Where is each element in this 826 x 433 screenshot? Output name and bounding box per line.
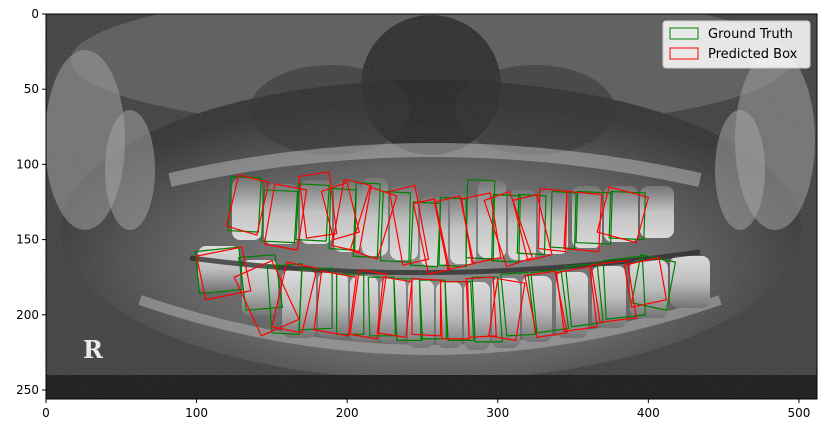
predicted-box-18 — [271, 261, 318, 334]
ground-truth-box-8 — [438, 196, 467, 268]
legend-label-predicted-box: Predicted Box — [708, 47, 798, 62]
predicted-box-23 — [439, 281, 470, 340]
ground-truth-box-6 — [379, 190, 412, 263]
predicted-box-27 — [555, 265, 598, 333]
y-tick-label: 0 — [31, 7, 39, 21]
predicted-box-21 — [376, 276, 413, 339]
predicted-box-11 — [483, 190, 534, 268]
legend-swatch-ground-truth — [669, 27, 699, 40]
y-tick-label: 150 — [16, 233, 39, 247]
side-marker-text: R — [83, 335, 104, 364]
predicted-box-10 — [460, 192, 502, 265]
predicted-box-25 — [488, 277, 526, 342]
ground-truth-box-29 — [631, 253, 677, 311]
x-tick-label: 300 — [486, 406, 509, 420]
detection-boxes — [194, 171, 677, 343]
predicted-box-6 — [349, 186, 398, 260]
x-tick-label: 0 — [42, 406, 50, 420]
predicted-box-22 — [411, 278, 442, 337]
legend-frame — [662, 20, 811, 69]
ground-truth-box-2 — [260, 189, 299, 244]
predicted-box-17 — [233, 259, 300, 337]
predicted-box-12 — [512, 193, 553, 262]
ground-truth-box-13 — [575, 190, 613, 245]
predicted-box-20 — [349, 268, 387, 340]
ground-truth-box-21 — [393, 278, 424, 341]
predicted-box-28 — [590, 259, 637, 323]
predicted-box-7 — [388, 184, 430, 266]
predicted-box-15 — [596, 186, 650, 244]
predicted-box-19 — [313, 270, 357, 337]
predicted-box-16 — [195, 246, 252, 301]
panoramic-xray-image: R — [46, 14, 817, 399]
predicted-box-1 — [225, 174, 270, 236]
ground-truth-box-3 — [295, 183, 330, 242]
ground-truth-box-18 — [298, 267, 333, 331]
x-tick-label: 500 — [787, 406, 810, 420]
x-tick-label: 200 — [336, 406, 359, 420]
legend: Ground Truth Predicted Box — [662, 20, 811, 69]
y-tick-label: 50 — [24, 82, 39, 96]
predicted-box-26 — [524, 270, 568, 339]
ground-truth-box-26 — [530, 269, 570, 334]
ground-truth-box-28 — [602, 255, 646, 320]
x-tick-label: 400 — [637, 406, 660, 420]
y-axis: 0 50 100 150 200 250 — [16, 7, 46, 397]
predicted-box-4 — [320, 181, 360, 241]
y-tick-label: 100 — [16, 157, 39, 171]
y-tick-label: 250 — [16, 383, 39, 397]
ground-truth-box-1 — [227, 175, 262, 233]
ground-truth-box-7 — [409, 201, 442, 268]
ground-truth-box-25 — [500, 272, 537, 337]
ground-truth-box-19 — [336, 273, 365, 335]
predicted-box-5 — [331, 178, 372, 253]
predicted-box-13 — [537, 187, 568, 253]
predicted-box-2 — [263, 183, 308, 251]
predicted-box-14 — [563, 190, 603, 253]
legend-swatch-predicted-box — [669, 47, 699, 60]
legend-label-ground-truth: Ground Truth — [708, 27, 793, 42]
ground-truth-box-14 — [608, 190, 646, 241]
y-tick-label: 200 — [16, 308, 39, 322]
x-tick-label: 100 — [185, 406, 208, 420]
predicted-box-24 — [465, 276, 497, 338]
ground-truth-box-17 — [266, 262, 303, 335]
predicted-box-3 — [298, 171, 338, 239]
predicted-box-29 — [623, 256, 668, 308]
ground-truth-box-12 — [549, 190, 577, 250]
plot-frame — [45, 13, 818, 400]
x-axis: 0 100 200 300 400 500 — [42, 399, 810, 420]
